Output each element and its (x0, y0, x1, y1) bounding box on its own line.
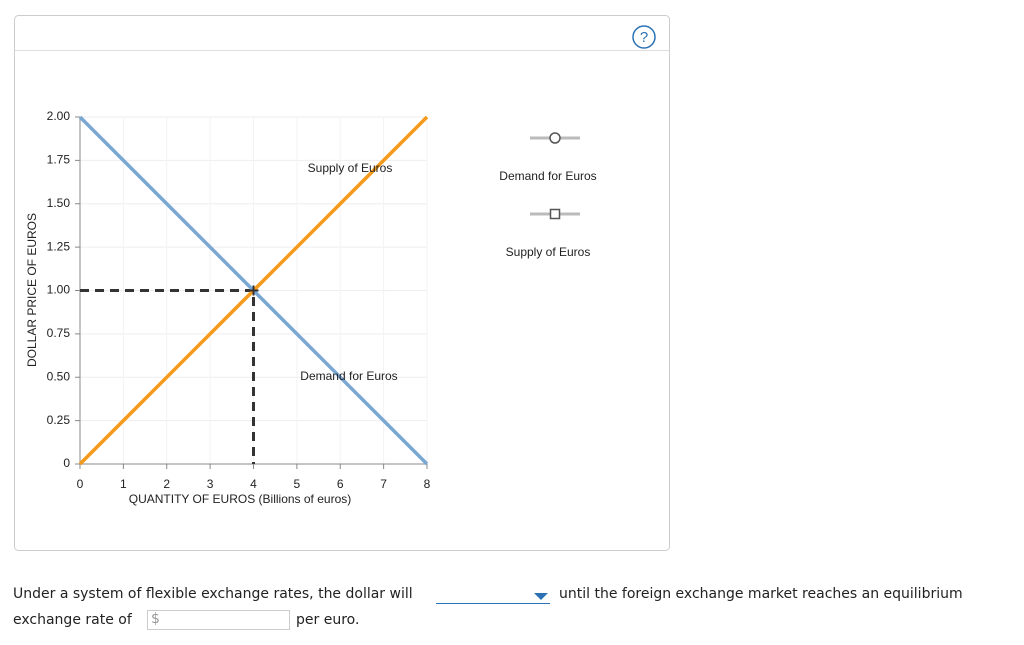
dropdown[interactable] (436, 593, 550, 604)
answer-input[interactable]: $ (147, 610, 290, 630)
equilibrium-point (248, 285, 259, 296)
y-tick-label: 1.75 (47, 153, 71, 167)
x-axis-label: QUANTITY OF EUROS (Billions of euros) (129, 492, 352, 506)
y-axis-label: DOLLAR PRICE OF EUROS (25, 213, 39, 367)
dropdown-arrow[interactable] (534, 593, 548, 601)
y-tick-label: 0.75 (47, 326, 71, 340)
panel-border (14, 15, 670, 551)
help-icon[interactable]: ? (640, 29, 648, 46)
y-tick-label: 0.50 (47, 369, 71, 383)
x-tick-label: 6 (337, 477, 344, 491)
chart-panel: ? 0 0.25 0.50 0.75 1.00 1.25 1.50 1.75 2.00 0 1 2 3 4… (14, 15, 670, 551)
legend-marker (549, 208, 561, 220)
y-tick-label: 1.00 (47, 283, 71, 297)
y-tick-label: 1.50 (47, 196, 71, 210)
question-text: until the foreign exchange market reache… (559, 586, 963, 602)
help-button[interactable] (632, 25, 656, 49)
x-tick-label: 2 (163, 477, 170, 491)
y-tick-label: 0 (63, 456, 70, 470)
y-tick-label: 0.25 (47, 413, 71, 427)
x-tick-label: 3 (207, 477, 214, 491)
curve-annotation: Demand for Euros (300, 369, 397, 383)
x-tick-label: 0 (77, 477, 84, 491)
legend-marker (549, 132, 561, 144)
currency-symbol: $ (151, 611, 160, 627)
x-tick-label: 4 (250, 477, 257, 491)
y-tick-label: 2.00 (47, 109, 71, 123)
x-tick-label: 1 (120, 477, 127, 491)
y-tick-label: 1.25 (47, 239, 71, 253)
question-text: per euro. (296, 612, 360, 628)
plot: 0 0.25 0.50 0.75 1.00 1.25 1.50 1.75 2.00 0 1 2 3 4 5 6… (25, 109, 430, 506)
legend-label: Supply of Euros (506, 245, 591, 259)
x-tick-label: 5 (294, 477, 301, 491)
x-tick-label: 7 (380, 477, 387, 491)
question-text: exchange rate of (13, 612, 132, 628)
legend-label: Demand for Euros (499, 169, 596, 183)
curve-annotation: Supply of Euros (308, 161, 393, 175)
question-text: Under a system of flexible exchange rate… (13, 586, 413, 602)
x-tick-label: 8 (424, 477, 431, 491)
